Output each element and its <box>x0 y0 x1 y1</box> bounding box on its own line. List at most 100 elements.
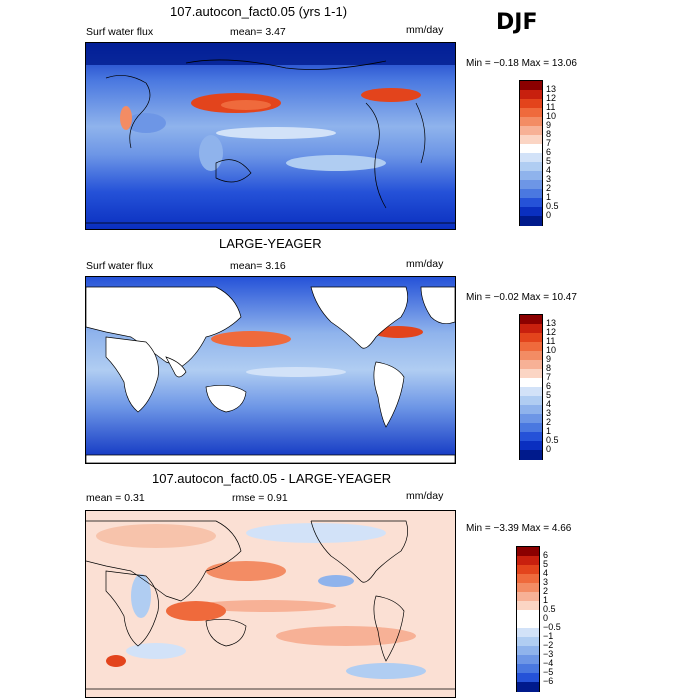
panel-top-map <box>85 42 456 230</box>
colorbar-tick-label: 1 <box>543 595 549 605</box>
panel-bottom-units: mm/day <box>406 490 444 502</box>
panel-bottom-title: 107.autocon_fact0.05 - LARGE-YEAGER <box>152 471 392 486</box>
colorbar-tick-label: 4 <box>546 165 552 175</box>
colorbar-swatch <box>517 610 539 620</box>
colorbar-swatch <box>520 117 542 127</box>
panel-top-units: mm/day <box>406 24 444 36</box>
colorbar-swatch <box>520 216 542 226</box>
colorbar-tick-label: 13 <box>546 318 557 328</box>
colorbar-swatch <box>517 673 539 683</box>
land-antarctica <box>86 454 455 463</box>
colorbar-swatch <box>520 369 542 379</box>
colorbar-swatch <box>520 153 542 163</box>
colorbar-swatch <box>517 592 539 602</box>
colorbar-tick-label: 6 <box>546 147 552 157</box>
colorbar-swatch <box>517 664 539 674</box>
panel-middle-mean: mean= 3.16 <box>230 260 286 272</box>
colorbar-swatch <box>520 171 542 181</box>
colorbar-tick-label: −1 <box>543 631 554 641</box>
colorbar-tick-label: −3 <box>543 649 554 659</box>
colorbar-tick-label: −4 <box>543 658 554 668</box>
colorbar-swatch <box>520 207 542 217</box>
colorbar-swatch <box>520 90 542 100</box>
panel-bottom-field <box>86 511 455 697</box>
panel-middle-units: mm/day <box>406 258 444 270</box>
colorbar-tick-label: 1 <box>546 426 552 436</box>
colorbar-tick-label: 2 <box>546 183 552 193</box>
panel-middle-minmax: Min = −0.02 Max = 10.47 <box>466 292 577 303</box>
colorbar-swatch <box>520 324 542 334</box>
colorbar-swatch <box>520 351 542 361</box>
panel-middle-colorbar <box>519 314 543 460</box>
colorbar-swatch <box>517 547 539 557</box>
land-africa <box>105 336 159 413</box>
colorbar-tick-label: 1 <box>546 192 552 202</box>
colorbar-swatch <box>520 396 542 406</box>
colorbar-tick-label: 0.5 <box>546 435 559 445</box>
land-australia <box>205 385 247 413</box>
colorbar-tick-label: 0 <box>546 210 552 220</box>
colorbar-tick-label: 7 <box>546 138 552 148</box>
colorbar-tick-label: 4 <box>543 568 549 578</box>
colorbar-tick-label: 7 <box>546 372 552 382</box>
panel-top-minmax: Min = −0.18 Max = 13.06 <box>466 58 577 69</box>
colorbar-tick-label: −0.5 <box>543 622 561 632</box>
panel-bottom-map <box>85 510 456 698</box>
colorbar-swatch <box>520 180 542 190</box>
colorbar-swatch <box>520 198 542 208</box>
colorbar-swatch <box>520 342 542 352</box>
colorbar-tick-label: 3 <box>543 577 549 587</box>
colorbar-swatch <box>520 315 542 325</box>
colorbar-tick-label: −6 <box>543 676 554 686</box>
land-n-america <box>310 286 408 349</box>
colorbar-swatch <box>520 99 542 109</box>
panel-bottom-colorbar <box>516 546 540 692</box>
colorbar-swatch <box>517 583 539 593</box>
land-india <box>165 356 187 378</box>
colorbar-swatch <box>520 432 542 442</box>
colorbar-tick-label: −5 <box>543 667 554 677</box>
colorbar-swatch <box>520 405 542 415</box>
colorbar-swatch <box>517 637 539 647</box>
panel-bottom-mean: mean = 0.31 <box>86 492 145 504</box>
colorbar-swatch <box>520 162 542 172</box>
season-label: DJF <box>496 10 538 35</box>
colorbar-swatch <box>517 601 539 611</box>
colorbar-tick-label: 2 <box>546 417 552 427</box>
colorbar-swatch <box>520 387 542 397</box>
panel-middle-variable: Surf water flux <box>86 260 154 272</box>
panel-bottom-minmax: Min = −3.39 Max = 4.66 <box>466 523 572 534</box>
colorbar-tick-label: 5 <box>543 559 549 569</box>
colorbar-swatch <box>520 333 542 343</box>
panel-top-variable: Surf water flux <box>86 26 154 38</box>
colorbar-tick-label: 12 <box>546 93 557 103</box>
colorbar-swatch <box>517 565 539 575</box>
colorbar-tick-label: 3 <box>546 174 552 184</box>
panel-middle-title: LARGE-YEAGER <box>219 236 322 251</box>
panel-top-field <box>86 43 455 229</box>
colorbar-tick-label: 5 <box>546 390 552 400</box>
colorbar-tick-label: 3 <box>546 408 552 418</box>
colorbar-tick-label: 10 <box>546 345 557 355</box>
colorbar-swatch <box>520 450 542 460</box>
panel-top-mean: mean= 3.47 <box>230 26 286 38</box>
colorbar-tick-label: 6 <box>543 550 549 560</box>
panel-bottom-rmse: rmse = 0.91 <box>232 492 288 504</box>
colorbar-tick-label: 6 <box>546 381 552 391</box>
colorbar-tick-label: 0 <box>546 444 552 454</box>
colorbar-tick-label: 8 <box>546 129 552 139</box>
colorbar-swatch <box>520 144 542 154</box>
colorbar-swatch <box>517 556 539 566</box>
colorbar-swatch <box>517 646 539 656</box>
panel-top-colorbar <box>519 80 543 226</box>
colorbar-tick-label: 4 <box>546 399 552 409</box>
colorbar-tick-label: 0 <box>543 613 549 623</box>
colorbar-swatch <box>517 682 539 692</box>
colorbar-swatch <box>520 360 542 370</box>
colorbar-tick-label: 10 <box>546 111 557 121</box>
colorbar-tick-label: 5 <box>546 156 552 166</box>
colorbar-swatch <box>520 414 542 424</box>
colorbar-swatch <box>520 189 542 199</box>
colorbar-swatch <box>520 126 542 136</box>
panel-middle-map <box>85 276 456 464</box>
